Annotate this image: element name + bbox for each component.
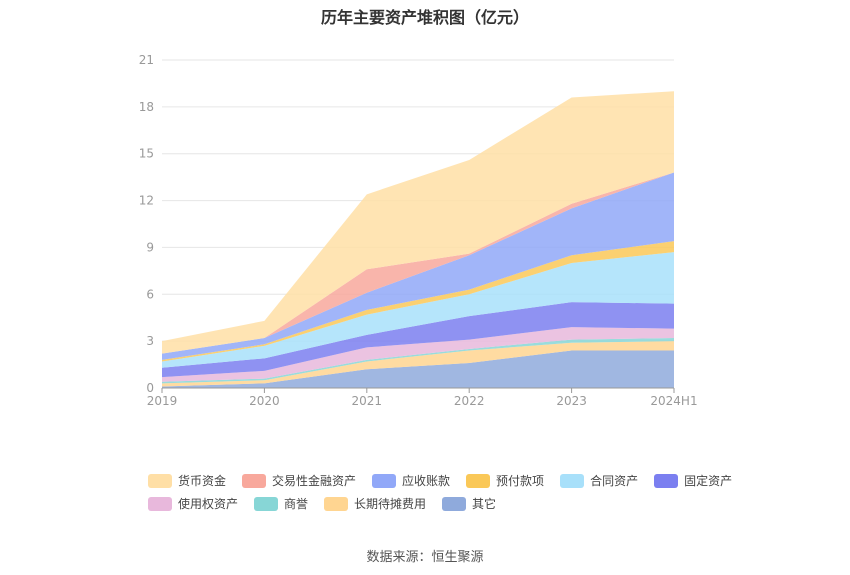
legend-swatch xyxy=(148,473,172,488)
x-tick-label: 2024H1 xyxy=(650,394,697,408)
legend-item[interactable]: 预付款项 xyxy=(466,472,544,489)
legend-row: 货币资金 交易性金融资产 应收账款 预付款项 合同资产 固定资产 xyxy=(148,472,732,489)
legend-item[interactable]: 使用权资产 xyxy=(148,495,238,512)
legend-item[interactable]: 交易性金融资产 xyxy=(242,472,356,489)
chart-title: 历年主要资产堆积图（亿元） xyxy=(320,8,529,27)
area-series-合同资产 xyxy=(162,252,674,368)
legend-swatch xyxy=(148,496,172,511)
y-tick-label: 0 xyxy=(146,381,154,395)
legend-label: 应收账款 xyxy=(402,474,451,488)
x-tick-label: 2020 xyxy=(249,394,280,408)
legend-label: 使用权资产 xyxy=(178,497,239,511)
legend-swatch xyxy=(654,473,679,488)
area-series-长期待摊费用 xyxy=(162,341,674,387)
legend-item[interactable]: 合同资产 xyxy=(560,472,638,489)
legend-swatch xyxy=(242,473,267,488)
y-tick-label: 6 xyxy=(146,287,154,301)
x-tick-label: 2022 xyxy=(454,394,485,408)
x-tick-label: 2023 xyxy=(556,394,587,408)
y-tick-label: 18 xyxy=(139,100,154,114)
y-tick-label: 3 xyxy=(146,334,154,348)
legend-item[interactable]: 固定资产 xyxy=(654,472,732,489)
area-layer xyxy=(162,91,674,388)
legend-swatch xyxy=(254,496,279,511)
area-series-使用权资产 xyxy=(162,327,674,382)
legend-label: 预付款项 xyxy=(496,474,545,488)
data-source: 数据来源：恒生聚源 xyxy=(366,550,484,565)
legend-item[interactable]: 应收账款 xyxy=(372,472,450,489)
legend-item[interactable]: 商誉 xyxy=(254,495,308,512)
area-series-应收账款 xyxy=(162,172,674,360)
legend-row: 使用权资产 商誉 长期待摊费用 其它 xyxy=(148,495,728,512)
legend-label: 长期待摊费用 xyxy=(354,497,427,511)
legend-label: 货币资金 xyxy=(178,474,227,488)
legend-swatch xyxy=(442,496,467,511)
legend-label: 商誉 xyxy=(284,497,309,511)
legend-swatch xyxy=(324,496,349,511)
legend-swatch xyxy=(466,473,491,488)
area-series-交易性金融资产 xyxy=(162,172,674,354)
area-series-其它 xyxy=(162,350,674,388)
area-series-预付款项 xyxy=(162,241,674,362)
axis-layer: 0 3 6 9 12 15 18 21 2019 2020 2021 2022 2023 2024H1 xyxy=(139,53,698,408)
legend-swatch xyxy=(560,473,585,488)
legend-label: 合同资产 xyxy=(590,474,639,488)
legend-label: 固定资产 xyxy=(684,474,733,488)
x-tick-label: 2019 xyxy=(147,394,178,408)
area-series-固定资产 xyxy=(162,302,674,378)
legend-label: 其它 xyxy=(472,497,497,511)
area-series-货币资金 xyxy=(162,91,674,354)
stacked-area-chart: 0 3 6 9 12 15 18 21 2019 2020 2021 2022 2023 2024H1 xyxy=(139,53,698,408)
legend-swatch xyxy=(372,473,397,488)
x-tick-label: 2021 xyxy=(352,394,383,408)
y-tick-label: 12 xyxy=(139,194,154,208)
legend-item[interactable]: 其它 xyxy=(442,495,496,512)
legend: 货币资金 交易性金融资产 应收账款 预付款项 合同资产 固定资产使用权资产 商誉 长期待摊费用… xyxy=(148,472,732,518)
y-tick-label: 9 xyxy=(146,240,154,254)
legend-item[interactable]: 货币资金 xyxy=(148,472,226,489)
legend-item[interactable]: 长期待摊费用 xyxy=(324,495,426,512)
y-tick-label: 21 xyxy=(139,53,154,67)
y-tick-label: 15 xyxy=(139,147,154,161)
legend-label: 交易性金融资产 xyxy=(272,474,357,488)
